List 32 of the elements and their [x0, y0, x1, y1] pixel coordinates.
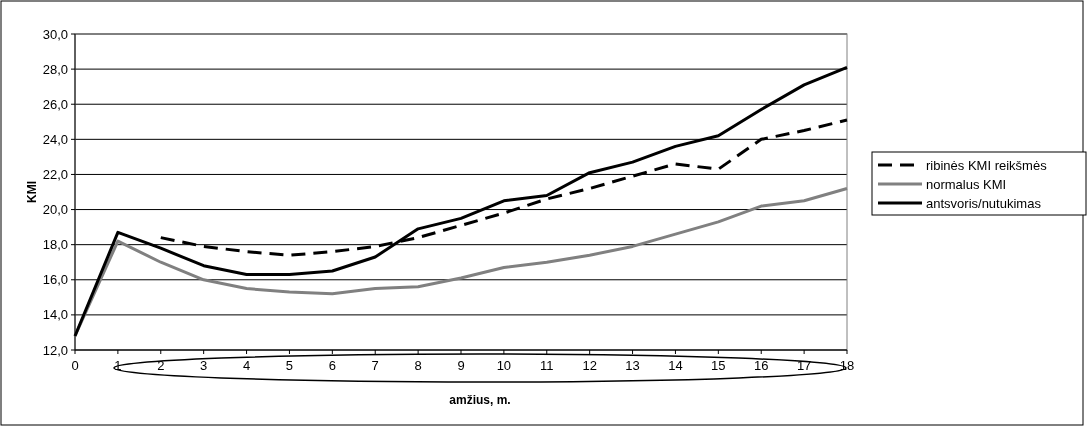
- y-tick-label: 22,0: [42, 166, 68, 182]
- legend-label: normalus KMI: [926, 176, 1007, 192]
- x-tick-label: 16: [753, 358, 769, 373]
- x-tick-label: 11: [540, 358, 554, 373]
- y-axis-title: KMI: [25, 181, 39, 203]
- x-tick-label: 18: [839, 358, 855, 373]
- y-tick-label: 16,0: [42, 272, 68, 288]
- legend-label: ribinės KMI reikšmės: [926, 157, 1048, 173]
- x-tick-label: 0: [71, 358, 79, 373]
- x-tick-label: 4: [242, 358, 251, 373]
- y-tick-label: 24,0: [42, 131, 68, 147]
- x-tick-label: 2: [157, 358, 165, 373]
- x-tick-label: 14: [668, 358, 683, 373]
- y-tick-label: 14,0: [42, 307, 68, 323]
- y-tick-label: 26,0: [42, 96, 68, 112]
- x-tick-label: 9: [457, 358, 465, 373]
- x-axis-title: amžius, m.: [449, 393, 511, 407]
- y-tick-label: 18,0: [42, 237, 68, 253]
- x-tick-label: 13: [625, 358, 640, 373]
- x-tick-label: 3: [200, 358, 208, 373]
- x-tick-label: 10: [496, 358, 512, 373]
- legend-label: antsvoris/nutukimas: [926, 195, 1042, 211]
- y-tick-label: 20,0: [42, 202, 68, 218]
- y-tick-label: 12,0: [42, 342, 68, 358]
- x-tick-label: 15: [711, 358, 726, 373]
- x-tick-label: 5: [285, 358, 294, 373]
- x-tick-label: 7: [371, 358, 379, 373]
- y-tick-label: 30,0: [42, 26, 68, 42]
- y-tick-label: 28,0: [42, 61, 68, 77]
- x-tick-label: 6: [328, 358, 336, 373]
- x-tick-label: 12: [582, 358, 597, 373]
- x-tick-label: 8: [414, 358, 422, 373]
